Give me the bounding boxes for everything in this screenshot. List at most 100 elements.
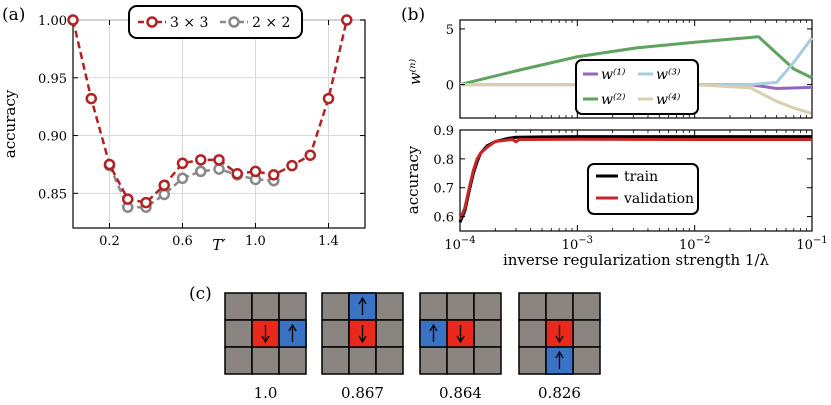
arrow-down-icon-head [555, 335, 564, 344]
panel-a-legend-box [128, 5, 303, 39]
panel-a-ticks: 0.2 0.6 1.0 1.4 0.85 0.90 0.95 1.00 [38, 14, 365, 249]
a-xtick-label: 1.4 [318, 234, 339, 249]
spin-config-label: 0.826 [538, 384, 581, 402]
lattice-cell [572, 292, 601, 321]
lattice-cell [518, 319, 547, 348]
legend-text-3x3: 3 × 3 [170, 15, 208, 31]
lattice-cell [446, 292, 475, 321]
a-point-2x2 [176, 172, 189, 185]
arrow-up-icon-head [358, 296, 367, 305]
b-series-line-validation [458, 137, 812, 221]
spin-config-label: 1.0 [254, 384, 278, 402]
panel-b-top-ylabel: w⁽ⁿ⁾ [406, 59, 424, 86]
lattice-cell [419, 292, 448, 321]
legend-text-w2: w⁽²⁾ [601, 92, 626, 108]
a-point-3x3 [67, 14, 79, 26]
lattice-cell [572, 346, 601, 375]
lattice-cell [348, 346, 377, 375]
panel-b-label: (b) [401, 5, 425, 25]
a-point-3x3 [286, 159, 298, 172]
legend-marker-2x2 [228, 16, 240, 28]
panel-c-label: (c) [189, 284, 212, 304]
b-xtick-label: 10−3 [562, 235, 593, 253]
lattice-cell [224, 292, 253, 321]
a-point-3x3 [322, 92, 335, 105]
b-series-line-weight-2 [459, 35, 813, 87]
lattice-cell [545, 292, 574, 321]
spin-configurations: 1.0 0.867 0.864 0.826 [224, 292, 601, 402]
panel-c: (c) 1.0 0.867 0.864 0.826 [189, 284, 601, 402]
a-point-3x3 [213, 154, 225, 166]
legend-text-w1: w⁽¹⁾ [601, 67, 626, 83]
a-point-3x3 [249, 165, 262, 178]
arrow-down-icon-head [261, 335, 270, 344]
b-xtick-label: 10−1 [796, 235, 827, 253]
b-ytick-label: 0.8 [433, 153, 454, 168]
a-xtick-label: 1.0 [245, 234, 266, 249]
spin-config-3: 0.864 [419, 292, 502, 402]
lattice-cell [251, 292, 280, 321]
lattice-cell [251, 346, 280, 375]
lattice-cell [572, 319, 601, 348]
b-ytick-label: 0.7 [433, 182, 454, 197]
a-xtick-label: 0.2 [99, 234, 120, 249]
arrow-up-icon-head [555, 350, 564, 359]
a-point-3x3 [140, 196, 152, 209]
spin-config-label: 0.867 [341, 384, 384, 402]
panel-b: (b) 050.60.70.80.910−4 10−3 10−2 10−1 w⁽ⁿ⁾ … [401, 5, 828, 269]
arrow-down-icon-head [358, 335, 367, 344]
legend-text-w4: w⁽⁴⁾ [656, 92, 681, 108]
lattice-cell [473, 292, 502, 321]
b-xtick-label: 10−2 [679, 235, 710, 253]
panel-b-xlabel: inverse regularization strength 1/λ [503, 251, 770, 269]
spin-config-2: 0.867 [321, 292, 404, 402]
lattice-cell [375, 292, 404, 321]
panel-b-bottom-frame [459, 129, 813, 232]
lattice-cell [419, 346, 448, 375]
lattice-cell [321, 292, 350, 321]
legend-text-validation: validation [623, 191, 694, 207]
a-point-2x2 [195, 165, 207, 178]
a-point-3x3 [85, 92, 97, 105]
lattice-cell [518, 292, 547, 321]
lattice-cell [224, 346, 253, 375]
panel-a: (a) 0.2 0.6 1.0 1.4 0.85 0.90 0.95 1.00 T′ accu… [1, 5, 366, 254]
lattice-cell [321, 346, 350, 375]
a-point-3x3 [341, 14, 353, 26]
b-ytick-label: 0 [446, 79, 454, 94]
spin-config-label: 0.864 [439, 384, 482, 402]
legend-marker-3x3 [146, 16, 158, 28]
b-ytick-label: 0.9 [433, 124, 454, 139]
panel-a-label: (a) [2, 5, 25, 25]
arrow-down-icon-head [456, 335, 465, 344]
lattice-cell [321, 319, 350, 348]
panel-b-top-frame [459, 19, 813, 119]
lattice-cell [224, 319, 253, 348]
panel-b-top-legend: w⁽¹⁾ w⁽³⁾ w⁽²⁾ w⁽⁴⁾ [575, 59, 699, 115]
lattice-cell [446, 346, 475, 375]
panel-b-ticks: 0 5 0.6 0.7 0.8 0.9 10−4 10−3 10−2 10−1 [433, 20, 828, 253]
lattice-cell [473, 319, 502, 348]
legend-text-train: train [624, 169, 658, 185]
a-point-3x3 [304, 149, 316, 161]
a-ytick-label: 0.85 [38, 187, 67, 202]
panel-b-bottom-series [458, 135, 812, 223]
b-xtick-label: 10−4 [444, 235, 475, 253]
panel-a-legend: 3 × 3 2 × 2 [128, 5, 303, 39]
a-ytick-label: 1.00 [38, 14, 67, 29]
b-ytick-label: 5 [446, 23, 454, 38]
a-point-3x3 [231, 167, 243, 180]
arrow-up-icon-head [429, 323, 438, 332]
a-xtick-label: 0.6 [172, 234, 193, 249]
spin-config-4: 0.826 [518, 292, 601, 402]
legend-text-2x2: 2 × 2 [252, 15, 290, 31]
lattice-cell [278, 292, 307, 321]
a-ytick-label: 0.95 [38, 72, 67, 87]
panel-b-bottom-legend: train validation [587, 163, 699, 215]
panel-a-series [67, 14, 353, 213]
a-point-2x2 [158, 188, 170, 201]
arrow-up-icon-head [288, 323, 297, 332]
b-ytick-label: 0.6 [433, 211, 454, 226]
a-point-3x3 [158, 179, 170, 191]
